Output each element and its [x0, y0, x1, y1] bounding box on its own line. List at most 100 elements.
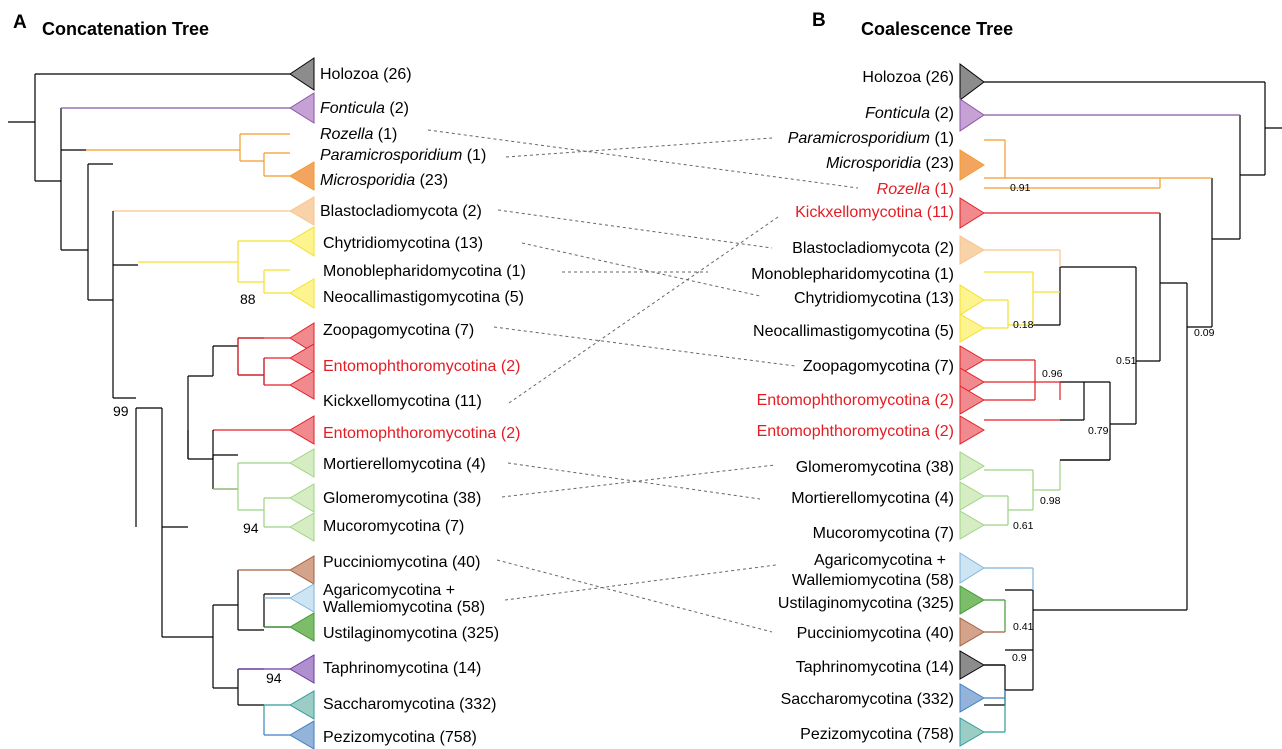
tree-a-taxon-labels: Holozoa (26) Fonticula (2) Rozella (1) P…: [320, 66, 526, 746]
clade-triangle: [959, 197, 985, 229]
coalescence-tree: Holozoa (26) Fonticula (2) Paramicrospor…: [751, 63, 1282, 747]
taxon-label-holozoa: Holozoa (26): [320, 66, 412, 83]
taxon-label-glomeromycotina: Glomeromycotina (38): [796, 459, 954, 476]
tree-a-clade-triangles: [289, 57, 315, 749]
clade-triangle: [959, 415, 985, 445]
support-value: 0.41: [1013, 621, 1034, 633]
clade-triangle: [289, 343, 315, 373]
clade-triangle: [289, 370, 315, 400]
branch-saccharo-b: [984, 690, 1006, 699]
link-chytridiomycotina: [521, 242, 761, 297]
taxon-label-mortierellomycotina: Mortierellomycotina (4): [791, 490, 954, 507]
clade-triangle: [959, 717, 985, 747]
link-mortierellomycotina: [507, 462, 761, 500]
panel-a-letter: A: [13, 12, 27, 33]
tree-b-backbone: [984, 81, 1282, 706]
link-blastocladiomycota: [497, 209, 773, 249]
branch-pezizo: [263, 718, 290, 736]
link-rozella: [427, 129, 859, 189]
support-value: 94: [243, 520, 259, 536]
taxon-label-rozella: Rozella (1): [320, 126, 397, 143]
taxon-label-mucoromycotina: Mucoromycotina (7): [813, 525, 954, 542]
link-kickxellomycotina: [508, 216, 779, 404]
branch-orange-clade: [86, 133, 290, 177]
branch-red-clade: [213, 337, 290, 431]
taxon-label-agaricomycotina: Agaricomycotina +: [323, 582, 455, 599]
clade-triangle: [289, 583, 315, 613]
taxon-label-monoblepharidomycotina: Monoblepharidomycotina (1): [751, 266, 954, 283]
support-value: 0.79: [1088, 425, 1109, 437]
taxon-label-pucciniomycotina: Pucciniomycotina (40): [797, 625, 954, 642]
clade-triangle: [289, 226, 315, 257]
clade-triangle: [959, 63, 985, 101]
taxon-label-taphrinomycotina: Taphrinomycotina (14): [796, 659, 954, 676]
branch-pezizo-b: [984, 698, 1006, 733]
taxon-label-mortierellomycotina: Mortierellomycotina (4): [323, 456, 486, 473]
clade-triangle: [289, 612, 315, 642]
taxon-label-fonticula: Fonticula (2): [865, 105, 954, 122]
taxon-label-holozoa: Holozoa (26): [862, 69, 954, 86]
tree-a-backbone: [8, 73, 290, 706]
taxon-label-monoblepharidomycotina: Monoblepharidomycotina (1): [323, 263, 526, 280]
link-paramicrosporidium: [505, 137, 773, 158]
taxon-label-wallemiomycotina: Wallemiomycotina (58): [792, 572, 954, 589]
clade-triangle: [289, 161, 315, 191]
tree-b-taxon-labels: Holozoa (26) Fonticula (2) Paramicrospor…: [751, 69, 954, 743]
clade-triangle: [289, 654, 315, 684]
taxon-label-glomeromycotina: Glomeromycotina (38): [323, 490, 481, 507]
branch-saccharo: [263, 704, 290, 718]
taxon-label-entomophthoromycotina-1: Entomophthoromycotina (2): [323, 358, 520, 375]
taxon-label-pezizomycotina: Pezizomycotina (758): [323, 729, 477, 746]
clade-triangle: [959, 650, 985, 680]
branch-orange-clade-b: [984, 139, 1212, 189]
link-pucciniomycotina: [496, 559, 773, 633]
clade-triangle: [959, 385, 985, 415]
taxon-label-ustilaginomycotina: Ustilaginomycotina (325): [778, 595, 954, 612]
clade-triangle: [289, 512, 315, 542]
taxon-label-zoopagomycotina: Zoopagomycotina (7): [803, 358, 954, 375]
support-value: 0.9: [1012, 652, 1027, 664]
support-value: 0.09: [1194, 327, 1215, 339]
taxon-label-rozella: Rozella (1): [877, 181, 954, 198]
branch-lightgreen-clade: [213, 462, 290, 528]
clade-triangle: [289, 483, 315, 513]
clade-triangle: [959, 683, 985, 713]
taxon-label-paramicrosporidium: Paramicrosporidium (1): [788, 130, 954, 147]
taxon-label-microsporidia: Microsporidia (23): [320, 172, 448, 189]
clade-triangle: [289, 196, 315, 226]
taxon-label-saccharomycotina: Saccharomycotina (332): [781, 691, 954, 708]
taxon-label-chytridiomycotina: Chytridiomycotina (13): [794, 290, 954, 307]
support-value: 0.91: [1010, 182, 1031, 194]
clade-triangle: [289, 690, 315, 720]
clade-triangle: [959, 98, 985, 132]
panel-b-title: Coalescence Tree: [861, 19, 1013, 39]
taxon-label-saccharomycotina: Saccharomycotina (332): [323, 696, 496, 713]
taxon-label-pucciniomycotina: Pucciniomycotina (40): [323, 554, 480, 571]
clade-triangle: [959, 585, 985, 615]
clade-triangle: [289, 278, 315, 309]
clade-triangle: [289, 555, 315, 585]
clade-triangle: [959, 451, 985, 481]
taxon-label-agaricomycotina: Agaricomycotina +: [814, 552, 946, 569]
branch-yellow-clade-b: [984, 271, 1060, 329]
taxon-label-taphrinomycotina: Taphrinomycotina (14): [323, 660, 481, 677]
branch-yellow-clade: [138, 240, 290, 294]
clade-triangle: [959, 617, 985, 647]
taxon-label-microsporidia: Microsporidia (23): [826, 155, 954, 172]
clade-triangle: [289, 57, 315, 91]
branch-lightgreen-clade-b: [984, 460, 1061, 526]
clade-triangle: [289, 92, 315, 124]
taxon-label-wallemiomycotina: Wallemiomycotina (58): [323, 599, 485, 616]
support-value: 94: [266, 670, 282, 686]
branch-red-clade-b: [984, 212, 1160, 421]
clade-triangle: [959, 510, 985, 540]
link-glomeromycotina: [501, 464, 776, 498]
taxon-label-blastocladiomycota: Blastocladiomycota (2): [320, 203, 482, 220]
clade-triangle: [959, 149, 985, 181]
taxon-label-neocallimastigomycotina: Neocallimastigomycotina (5): [753, 323, 954, 340]
branch-ustilago-b: [984, 599, 1006, 632]
support-value: 0.98: [1040, 495, 1061, 507]
clade-triangle: [959, 235, 985, 265]
panel-a-title: Concatenation Tree: [42, 19, 209, 39]
